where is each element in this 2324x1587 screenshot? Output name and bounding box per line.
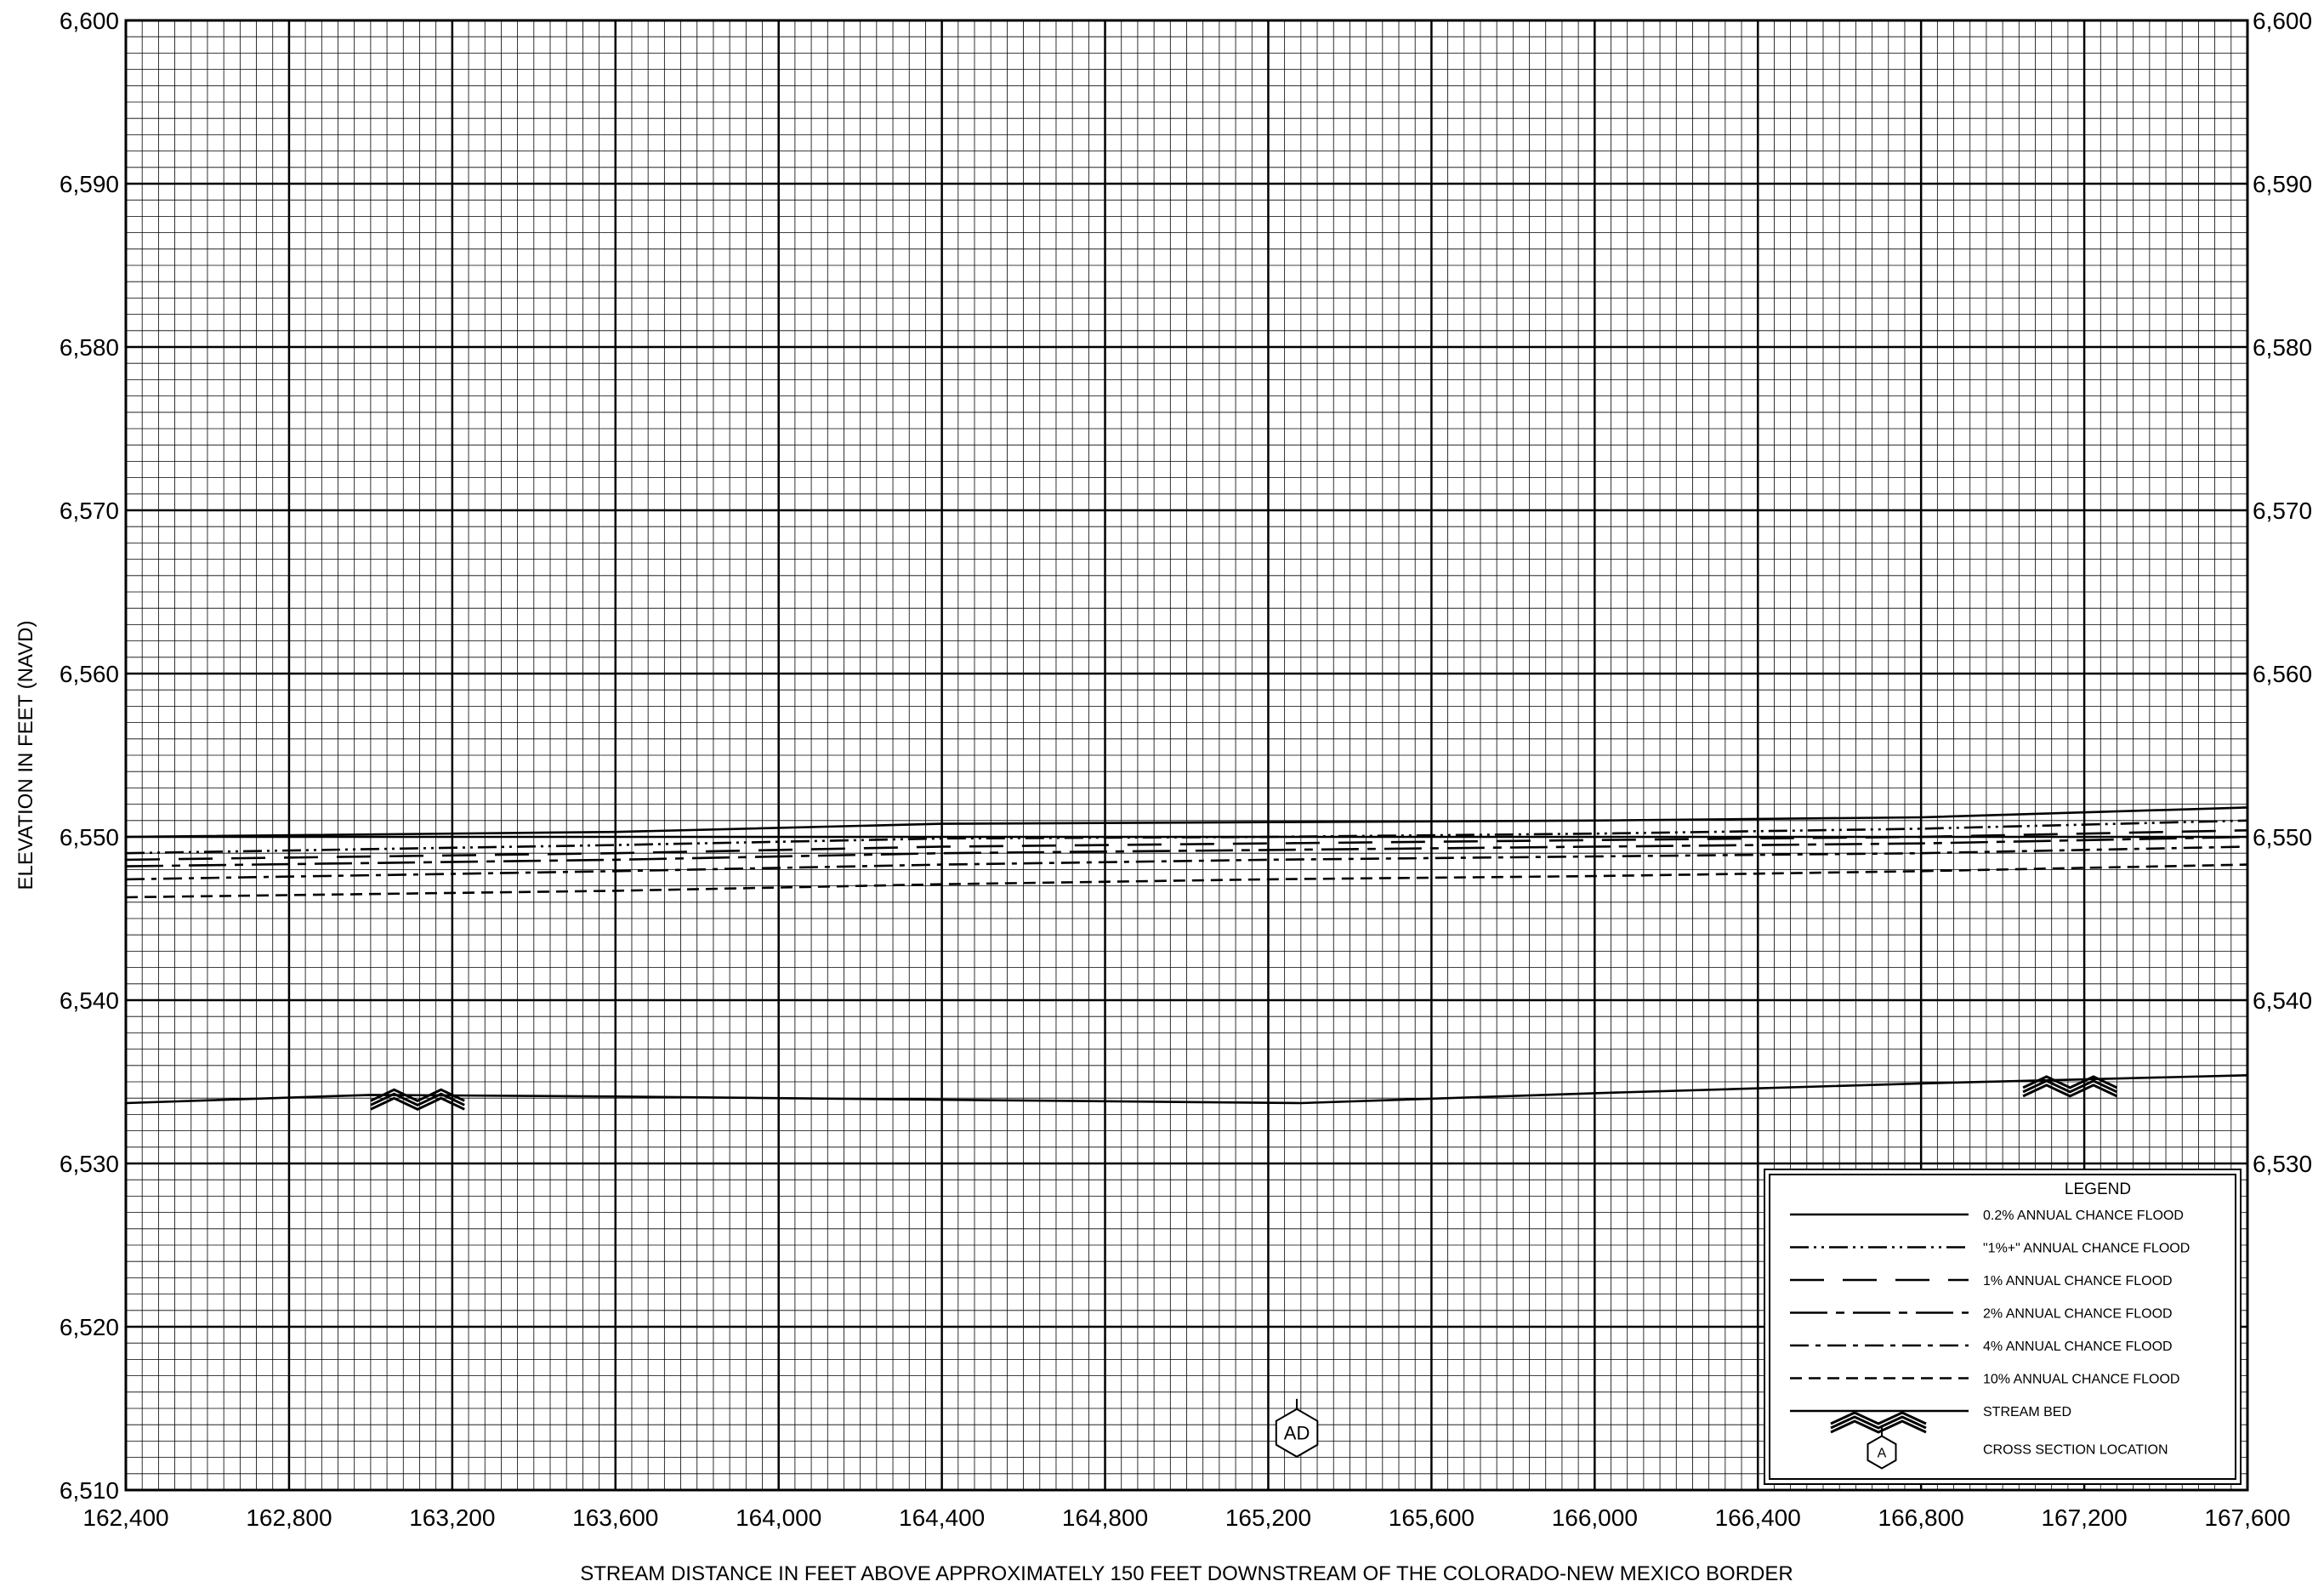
x-axis-title: STREAM DISTANCE IN FEET ABOVE APPROXIMAT… (580, 1562, 1793, 1585)
x-tick-label: 167,200 (2041, 1505, 2127, 1531)
stream-bed-markers (370, 1075, 2118, 1111)
legend-entry-label: STREAM BED (1983, 1405, 2071, 1419)
x-tick-label: 164,800 (1062, 1505, 1148, 1531)
legend-entry-label: 0.2% ANNUAL CHANCE FLOOD (1983, 1209, 2184, 1223)
series-line-2 (125, 829, 2248, 862)
right-y-tick-label: 6,600 (2253, 8, 2312, 34)
right-y-tick-label: 6,530 (2253, 1151, 2312, 1177)
x-tick-label: 163,200 (409, 1505, 495, 1531)
legend-entry-label: 1% ANNUAL CHANCE FLOOD (1983, 1274, 2173, 1288)
x-tick-label: 165,600 (1389, 1505, 1475, 1531)
y-tick-label: 6,570 (60, 498, 119, 524)
legend-outer-frame (1764, 1169, 2242, 1485)
legend-cross-section-symbol: A (1867, 1425, 1897, 1470)
x-tick-label: 164,000 (736, 1505, 821, 1531)
legend-items: 0.2% ANNUAL CHANCE FLOOD "1%+" ANNUAL CHA… (1790, 1209, 2190, 1470)
right-y-tick-label: 6,540 (2253, 987, 2312, 1014)
y-tick-label: 6,540 (60, 987, 119, 1014)
series-line-0 (125, 806, 2248, 839)
x-tick-label: 164,400 (899, 1505, 985, 1531)
series-line-5 (125, 863, 2248, 899)
legend: LEGEND 0.2% ANNUAL CHANCE FLOOD "1%+" ANN… (1764, 1169, 2242, 1485)
legend-inner-frame (1769, 1174, 2236, 1480)
stream-bed-marker-0 (370, 1088, 465, 1111)
series-line-6 (125, 1074, 2248, 1105)
x-tick-label: 166,800 (1878, 1505, 1964, 1531)
stream-bed-marker-1 (2022, 1075, 2118, 1098)
right-y-tick-label: 6,560 (2253, 661, 2312, 687)
legend-title: LEGEND (2065, 1180, 2131, 1198)
y-tick-label: 6,520 (60, 1314, 119, 1340)
x-tick-label: 163,600 (572, 1505, 658, 1531)
legend-entry-label: 10% ANNUAL CHANCE FLOOD (1983, 1373, 2179, 1387)
y-tick-label: 6,590 (60, 171, 119, 197)
y-tick-label: 6,580 (60, 334, 119, 361)
y-tick-label: 6,510 (60, 1477, 119, 1504)
legend-cross-section-symbol-label: A (1878, 1446, 1887, 1460)
right-y-tick-label: 6,580 (2253, 334, 2312, 361)
right-y-tick-label: 6,550 (2253, 824, 2312, 850)
x-tick-label: 166,400 (1715, 1505, 1801, 1531)
cross-section-0-label: AD (1284, 1423, 1310, 1444)
y-tick-label: 6,560 (60, 661, 119, 687)
x-tick-label: 162,800 (246, 1505, 332, 1531)
plot-frame (124, 19, 2249, 1492)
x-tick-label: 166,000 (1552, 1505, 1638, 1531)
x-tick-label: 165,200 (1225, 1505, 1311, 1531)
legend-entry-label: CROSS SECTION LOCATION (1983, 1443, 2168, 1458)
legend-entry-label: 2% ANNUAL CHANCE FLOOD (1983, 1307, 2173, 1322)
y-tick-label: 6,530 (60, 1151, 119, 1177)
y-axis-title: ELEVATION IN FEET (NAVD) (14, 621, 37, 890)
cross-section-markers: AD (1275, 1398, 1319, 1458)
series-line-3 (125, 835, 2248, 867)
cross-section-0: AD (1275, 1398, 1319, 1458)
x-tick-label: 167,600 (2204, 1505, 2290, 1531)
legend-stream-bed-symbol (1830, 1411, 1927, 1434)
series-line-4 (125, 845, 2248, 881)
y-tick-label: 6,550 (60, 824, 119, 850)
right-y-tick-labels: 6,530 6,540 6,550 6,560 6,570 6,580 6,590 6,600 (2253, 8, 2312, 1177)
y-tick-labels: 6,510 6,520 6,530 6,540 6,550 6,560 6,570 6,580… (60, 8, 119, 1504)
right-y-tick-label: 6,570 (2253, 498, 2312, 524)
y-tick-label: 6,600 (60, 8, 119, 34)
right-y-tick-label: 6,590 (2253, 171, 2312, 197)
legend-entry-label: "1%+" ANNUAL CHANCE FLOOD (1983, 1242, 2190, 1256)
x-tick-labels: 162,400 162,800 163,200 163,600 164,000 164,4… (82, 1505, 2290, 1531)
series-lines (125, 806, 2248, 1105)
legend-entry-label: 4% ANNUAL CHANCE FLOOD (1983, 1340, 2173, 1354)
series-line-1 (125, 819, 2248, 855)
x-tick-label: 162,400 (82, 1505, 168, 1531)
